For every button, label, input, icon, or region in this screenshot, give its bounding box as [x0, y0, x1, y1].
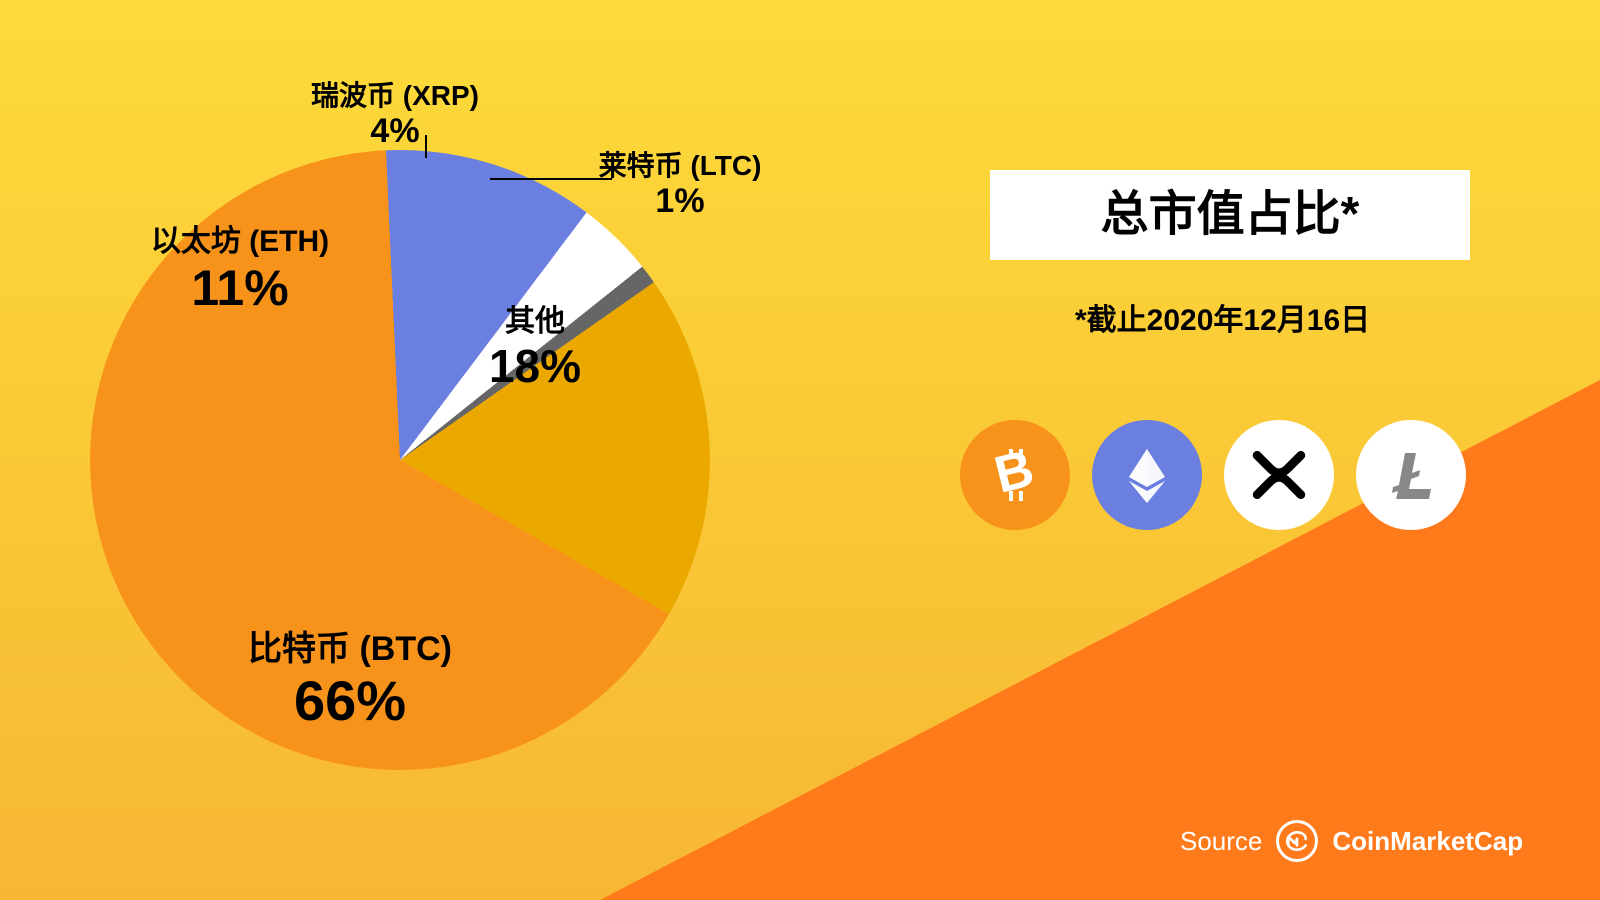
infographic-canvas: 其他18% 比特币 (BTC)66% 以太坊 (ETH)11% 瑞波币 (XRP)4%…	[0, 0, 1600, 900]
slice-name: 以太坊 (ETH)	[151, 225, 329, 260]
chart-subtitle: *截止2020年12月16日	[1075, 295, 1370, 339]
coinmarketcap-logo-icon	[1276, 820, 1318, 862]
leader-line	[490, 178, 612, 180]
coin-icon-row: B	[960, 420, 1466, 530]
slice-percent: 18%	[489, 340, 581, 393]
slice-label-others: 其他18%	[489, 305, 581, 392]
slice-name: 莱特币 (LTC)	[599, 150, 762, 182]
slice-percent: 4%	[311, 112, 479, 151]
chart-title: 总市值占比*	[990, 170, 1470, 260]
source-brand: CoinMarketCap	[1332, 826, 1523, 857]
svg-text:B: B	[989, 443, 1039, 505]
slice-label-eth: 以太坊 (ETH)11%	[151, 225, 329, 317]
slice-label-btc: 比特币 (BTC)66%	[248, 630, 452, 733]
xrp-icon	[1224, 420, 1334, 530]
chart-subtitle-text: *截止2020年12月16日	[1075, 304, 1370, 337]
slice-label-xrp: 瑞波币 (XRP)4%	[311, 80, 479, 151]
leader-line	[425, 135, 427, 158]
source-label: Source	[1180, 826, 1262, 857]
slice-label-ltc: 莱特币 (LTC)1%	[599, 150, 762, 221]
slice-name: 其他	[489, 305, 581, 340]
litecoin-icon	[1356, 420, 1466, 530]
bitcoin-icon: B	[960, 420, 1070, 530]
slice-percent: 1%	[599, 182, 762, 221]
slice-percent: 11%	[151, 260, 329, 318]
slice-percent: 66%	[248, 669, 452, 733]
source-credit: Source CoinMarketCap	[1180, 820, 1523, 862]
slice-name: 瑞波币 (XRP)	[311, 80, 479, 112]
slice-name: 比特币 (BTC)	[248, 630, 452, 669]
chart-title-text: 总市值占比*	[1101, 188, 1360, 241]
ethereum-icon	[1092, 420, 1202, 530]
